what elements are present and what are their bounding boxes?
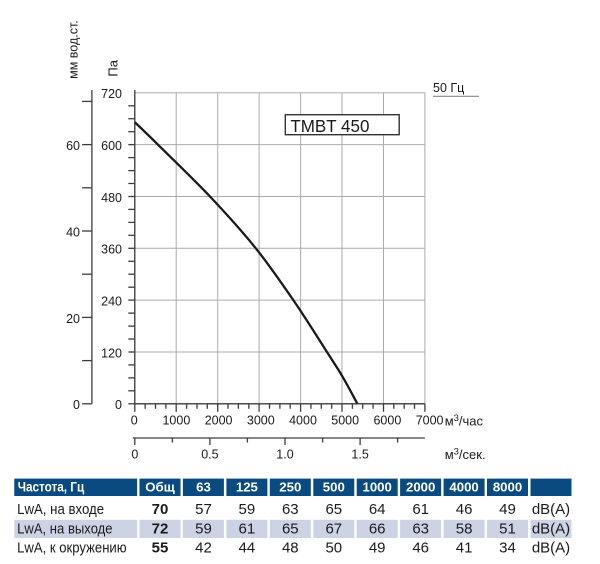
- svg-text:61: 61: [412, 501, 429, 518]
- svg-text:63: 63: [412, 520, 429, 537]
- svg-text:59: 59: [195, 520, 212, 537]
- svg-text:41: 41: [456, 540, 473, 557]
- svg-text:600: 600: [101, 139, 122, 153]
- svg-text:65: 65: [325, 501, 342, 518]
- svg-text:5000: 5000: [331, 414, 359, 428]
- svg-text:TMBT 450: TMBT 450: [290, 116, 369, 136]
- svg-text:LwA, на выходе: LwA, на выходе: [17, 521, 113, 537]
- svg-text:1.5: 1.5: [351, 448, 368, 462]
- svg-text:58: 58: [456, 520, 473, 537]
- svg-text:250: 250: [279, 479, 301, 494]
- svg-text:66: 66: [369, 520, 386, 537]
- svg-text:70: 70: [152, 501, 169, 518]
- svg-text:0: 0: [73, 398, 80, 412]
- svg-text:46: 46: [456, 501, 473, 518]
- svg-text:dB(A): dB(A): [532, 520, 570, 537]
- svg-text:46: 46: [412, 540, 429, 557]
- svg-text:LwA, к окружению: LwA, к окружению: [17, 541, 127, 557]
- svg-text:63: 63: [196, 479, 211, 494]
- svg-text:72: 72: [152, 520, 169, 537]
- svg-text:dB(A): dB(A): [532, 501, 570, 518]
- svg-text:0: 0: [115, 398, 122, 412]
- svg-text:49: 49: [499, 501, 516, 518]
- svg-text:720: 720: [101, 87, 122, 101]
- svg-text:Общ: Общ: [145, 479, 175, 494]
- svg-text:48: 48: [282, 540, 299, 557]
- svg-text:2000: 2000: [406, 479, 435, 494]
- svg-text:м3/час: м3/час: [445, 413, 484, 428]
- svg-text:42: 42: [195, 540, 212, 557]
- svg-text:1000: 1000: [162, 414, 190, 428]
- svg-text:49: 49: [369, 540, 386, 557]
- svg-text:55: 55: [152, 540, 169, 557]
- svg-text:20: 20: [66, 312, 80, 326]
- svg-text:0: 0: [131, 414, 138, 428]
- svg-text:51: 51: [499, 520, 516, 537]
- svg-text:59: 59: [239, 501, 256, 518]
- svg-text:60: 60: [66, 139, 80, 153]
- svg-text:Частота, Гц: Частота, Гц: [18, 479, 85, 494]
- svg-text:500: 500: [323, 479, 345, 494]
- svg-text:44: 44: [239, 540, 256, 557]
- svg-text:61: 61: [239, 520, 256, 537]
- svg-text:м3/сек.: м3/сек.: [445, 446, 486, 461]
- svg-text:64: 64: [369, 501, 386, 518]
- svg-text:67: 67: [325, 520, 342, 537]
- svg-text:0: 0: [131, 448, 138, 462]
- svg-text:6000: 6000: [373, 414, 401, 428]
- svg-text:480: 480: [101, 191, 122, 205]
- svg-text:63: 63: [282, 501, 299, 518]
- svg-text:240: 240: [101, 295, 122, 309]
- svg-text:50: 50: [325, 540, 342, 557]
- svg-text:40: 40: [66, 225, 80, 239]
- svg-text:1.0: 1.0: [276, 448, 293, 462]
- svg-text:4000: 4000: [449, 479, 478, 494]
- svg-text:8000: 8000: [493, 479, 522, 494]
- svg-text:1000: 1000: [363, 479, 392, 494]
- svg-text:120: 120: [101, 346, 122, 360]
- svg-text:65: 65: [282, 520, 299, 537]
- svg-text:2000: 2000: [205, 414, 233, 428]
- svg-text:7000: 7000: [416, 414, 444, 428]
- svg-text:dB(A): dB(A): [532, 540, 570, 557]
- svg-text:LwA, на входе: LwA, на входе: [17, 502, 104, 518]
- svg-text:50 Гц: 50 Гц: [433, 81, 464, 95]
- svg-text:Па: Па: [105, 59, 120, 76]
- svg-text:4000: 4000: [289, 414, 317, 428]
- svg-text:3000: 3000: [247, 414, 275, 428]
- svg-text:34: 34: [499, 540, 516, 557]
- svg-text:360: 360: [101, 243, 122, 257]
- svg-text:0.5: 0.5: [201, 448, 218, 462]
- svg-text:57: 57: [195, 501, 212, 518]
- svg-text:125: 125: [236, 479, 258, 494]
- svg-text:мм вод.ст.: мм вод.ст.: [67, 20, 81, 79]
